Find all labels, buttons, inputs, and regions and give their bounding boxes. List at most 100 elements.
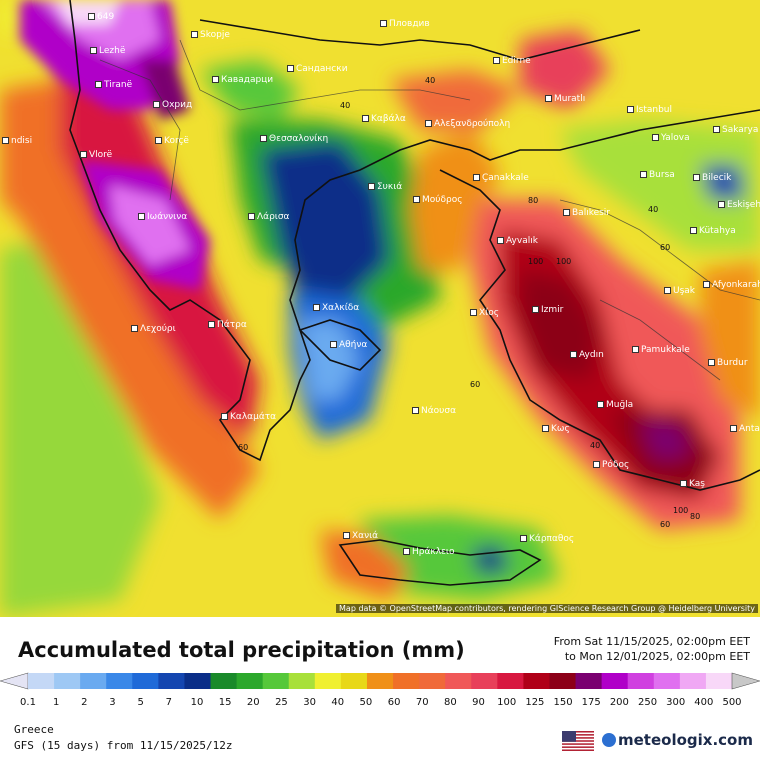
city-label: Χανιά: [343, 531, 378, 542]
city-label: Χίος: [470, 308, 499, 319]
city-name: Λάρισα: [257, 212, 290, 222]
legend-swatch: [419, 673, 446, 689]
precipitation-map[interactable]: 649 Lezhë Skopje Пловдив Сандански Кавадарци E…: [0, 0, 760, 617]
legend-swatch: [80, 673, 107, 689]
legend-tick-label: 50: [359, 697, 373, 708]
legend-tick-label: 5: [137, 697, 144, 708]
legend-swatch: [236, 673, 264, 689]
city-label: Edirne: [493, 56, 531, 67]
city-marker-icon: [497, 237, 504, 244]
contour-value-label: 80: [690, 512, 701, 521]
legend-tick-label: 70: [415, 697, 429, 708]
legend-tick-label: 300: [666, 697, 686, 708]
city-name: Νάουσα: [421, 406, 457, 416]
city-label: Λάρισα: [248, 212, 289, 223]
city-label: Kaş: [680, 479, 705, 490]
city-name: Korçë: [164, 136, 189, 146]
us-flag-icon[interactable]: [562, 731, 594, 751]
legend-tick-label: 400: [694, 697, 714, 708]
legend-swatch: [523, 673, 550, 689]
contour-value-label: 60: [660, 520, 671, 529]
city-marker-icon: [703, 281, 710, 288]
city-label: Balıkesir: [563, 208, 610, 219]
city-name: Αλεξανδρούπολη: [434, 119, 511, 129]
contour-value-label: 60: [470, 380, 481, 389]
legend-swatch: [497, 673, 524, 689]
city-name: Muğla: [606, 400, 634, 410]
contour-value-label: 40: [590, 441, 601, 450]
brand-logo[interactable]: meteologix.com: [602, 731, 753, 749]
city-marker-icon: [212, 76, 219, 83]
city-marker-icon: [153, 101, 160, 108]
legend-tick-label: 60: [387, 697, 401, 708]
city-label: Охрид: [153, 100, 192, 111]
city-label: Korçë: [155, 136, 189, 147]
city-name: Uşak: [673, 286, 696, 296]
legend-tick-label: 3: [109, 697, 116, 708]
city-marker-icon: [493, 57, 500, 64]
city-name: Aydın: [579, 350, 604, 360]
city-label: Vlorë: [80, 150, 112, 161]
city-name: Bilecik: [702, 173, 732, 183]
city-marker-icon: [570, 351, 577, 358]
city-marker-icon: [563, 209, 570, 216]
city-label: Pamukkale: [632, 345, 690, 356]
city-marker-icon: [640, 171, 647, 178]
city-marker-icon: [248, 213, 255, 220]
city-name: Охрид: [162, 100, 193, 110]
city-marker-icon: [520, 535, 527, 542]
legend-tick-label: 1: [52, 697, 60, 708]
map-attribution[interactable]: Map data © OpenStreetMap contributors, r…: [336, 604, 758, 613]
city-name: Μούδρος: [422, 195, 463, 205]
city-name: Afyonkarah: [712, 280, 760, 290]
city-marker-icon: [191, 31, 198, 38]
legend-tick-label: 250: [637, 697, 658, 708]
city-name: Κάρπαθος: [529, 534, 575, 544]
city-marker-icon: [138, 213, 145, 220]
city-label: Antal: [730, 424, 760, 435]
legend-tick-label: 90: [472, 697, 485, 708]
legend-ticks: 0.1 1 2 3 5 7 10 15 20 25 30 40 50 60 70 80 90 100 125 150 1…: [0, 697, 760, 711]
city-name: Пловдив: [389, 19, 430, 29]
city-marker-icon: [403, 548, 410, 555]
city-label: Çanakkale: [473, 173, 529, 184]
legend-tick-label: 175: [581, 697, 601, 708]
city-marker-icon: [380, 20, 387, 27]
city-label: Kütahya: [690, 226, 736, 237]
city-label: Συκιά: [368, 182, 402, 193]
city-marker-icon: [730, 425, 737, 432]
contour-value-label: 60: [660, 243, 671, 252]
city-name: Burdur: [717, 358, 748, 368]
city-label: Νάουσα: [412, 406, 456, 417]
city-marker-icon: [664, 287, 671, 294]
legend-max-arrow: [731, 672, 760, 690]
legend-swatch: [314, 673, 342, 689]
legend-swatch: [575, 673, 603, 689]
city-name: Edirne: [502, 56, 531, 66]
meteologix-logo-icon: [602, 733, 616, 747]
city-marker-icon: [131, 325, 138, 332]
city-marker-icon: [80, 151, 87, 158]
city-name: Ηράκλειο: [412, 547, 455, 557]
city-marker-icon: [412, 407, 419, 414]
city-marker-icon: [313, 304, 320, 311]
city-marker-icon: [287, 65, 294, 72]
city-label: Καλαμάτα: [221, 412, 276, 423]
city-label: Lezhë: [90, 46, 125, 57]
city-marker-icon: [368, 183, 375, 190]
legend-swatch: [184, 673, 212, 689]
city-name: Ρόδος: [602, 460, 630, 470]
city-label: Ρόδος: [593, 460, 629, 471]
legend-tick-label: 100: [497, 697, 517, 708]
city-name: Çanakkale: [482, 173, 529, 183]
city-marker-icon: [708, 359, 715, 366]
city-label: Αθήνα: [330, 340, 367, 351]
city-label: Ayvalık: [497, 236, 538, 247]
legend-swatch: [705, 673, 733, 689]
city-name: Сандански: [296, 64, 348, 74]
legend-swatch: [445, 673, 472, 689]
city-label: Χαλκίδα: [313, 303, 359, 314]
city-label: Пловдив: [380, 19, 430, 30]
legend-tick-label: 30: [303, 697, 316, 708]
city-label: Uşak: [664, 286, 695, 297]
